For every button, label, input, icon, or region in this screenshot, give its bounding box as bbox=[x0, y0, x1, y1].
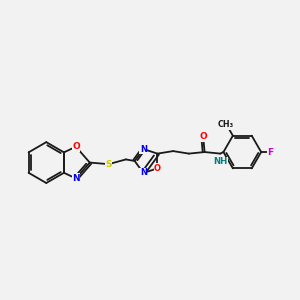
Text: N: N bbox=[140, 145, 147, 154]
Text: O: O bbox=[154, 164, 161, 173]
Text: N: N bbox=[140, 169, 147, 178]
Text: O: O bbox=[200, 132, 207, 141]
Text: N: N bbox=[72, 174, 80, 183]
Text: F: F bbox=[268, 148, 274, 157]
Text: CH₃: CH₃ bbox=[217, 120, 233, 129]
Text: S: S bbox=[105, 160, 112, 169]
Text: O: O bbox=[72, 142, 80, 151]
Text: NH: NH bbox=[214, 157, 228, 166]
